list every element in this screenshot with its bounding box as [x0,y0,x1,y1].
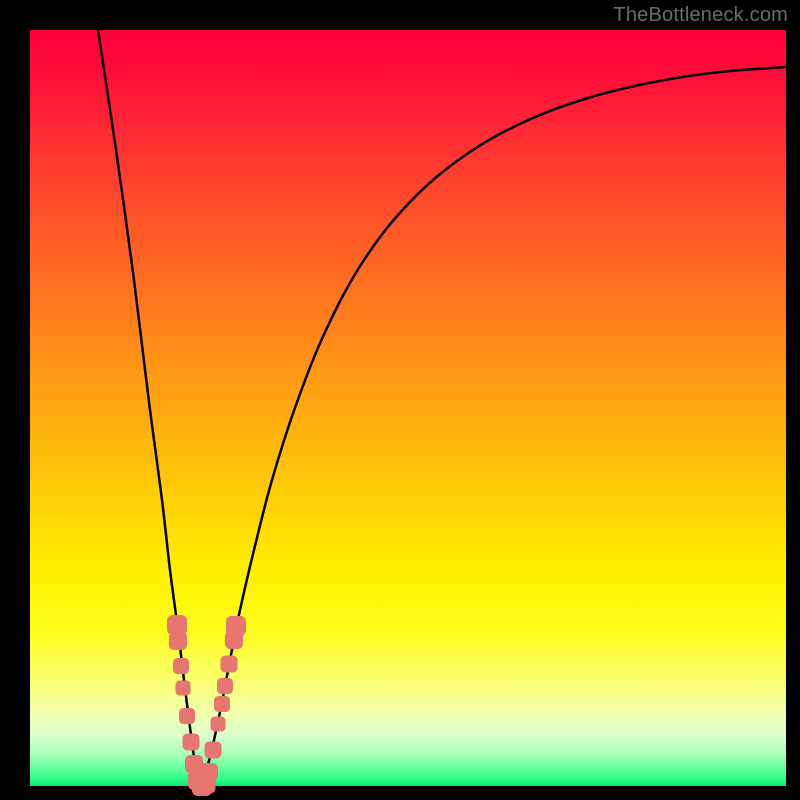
outer-border [0,0,800,800]
marker-right [197,775,216,794]
marker-left [167,615,187,635]
curve-right-branch [201,67,786,786]
figure-svg [0,0,800,800]
marker-left [192,776,212,796]
curve-group [98,30,786,786]
marker-left [188,770,208,790]
marker-right [226,616,246,636]
marker-left [176,681,191,696]
marker-left [185,755,203,773]
plot-background [30,30,786,786]
marker-left [169,632,187,650]
figure-root: TheBottleneck.com [0,0,800,800]
marker-right [205,742,222,759]
marker-right [217,678,233,694]
marker-left [179,708,195,724]
marker-left [183,734,200,751]
marker-left [173,658,189,674]
watermark-text: TheBottleneck.com [613,4,788,27]
marker-right [214,696,230,712]
marker-right [221,656,238,673]
curve-left-branch [98,30,201,786]
marker-right [211,717,226,732]
marker-right [200,763,218,781]
marker-right [225,631,243,649]
markers-layer [0,0,800,800]
